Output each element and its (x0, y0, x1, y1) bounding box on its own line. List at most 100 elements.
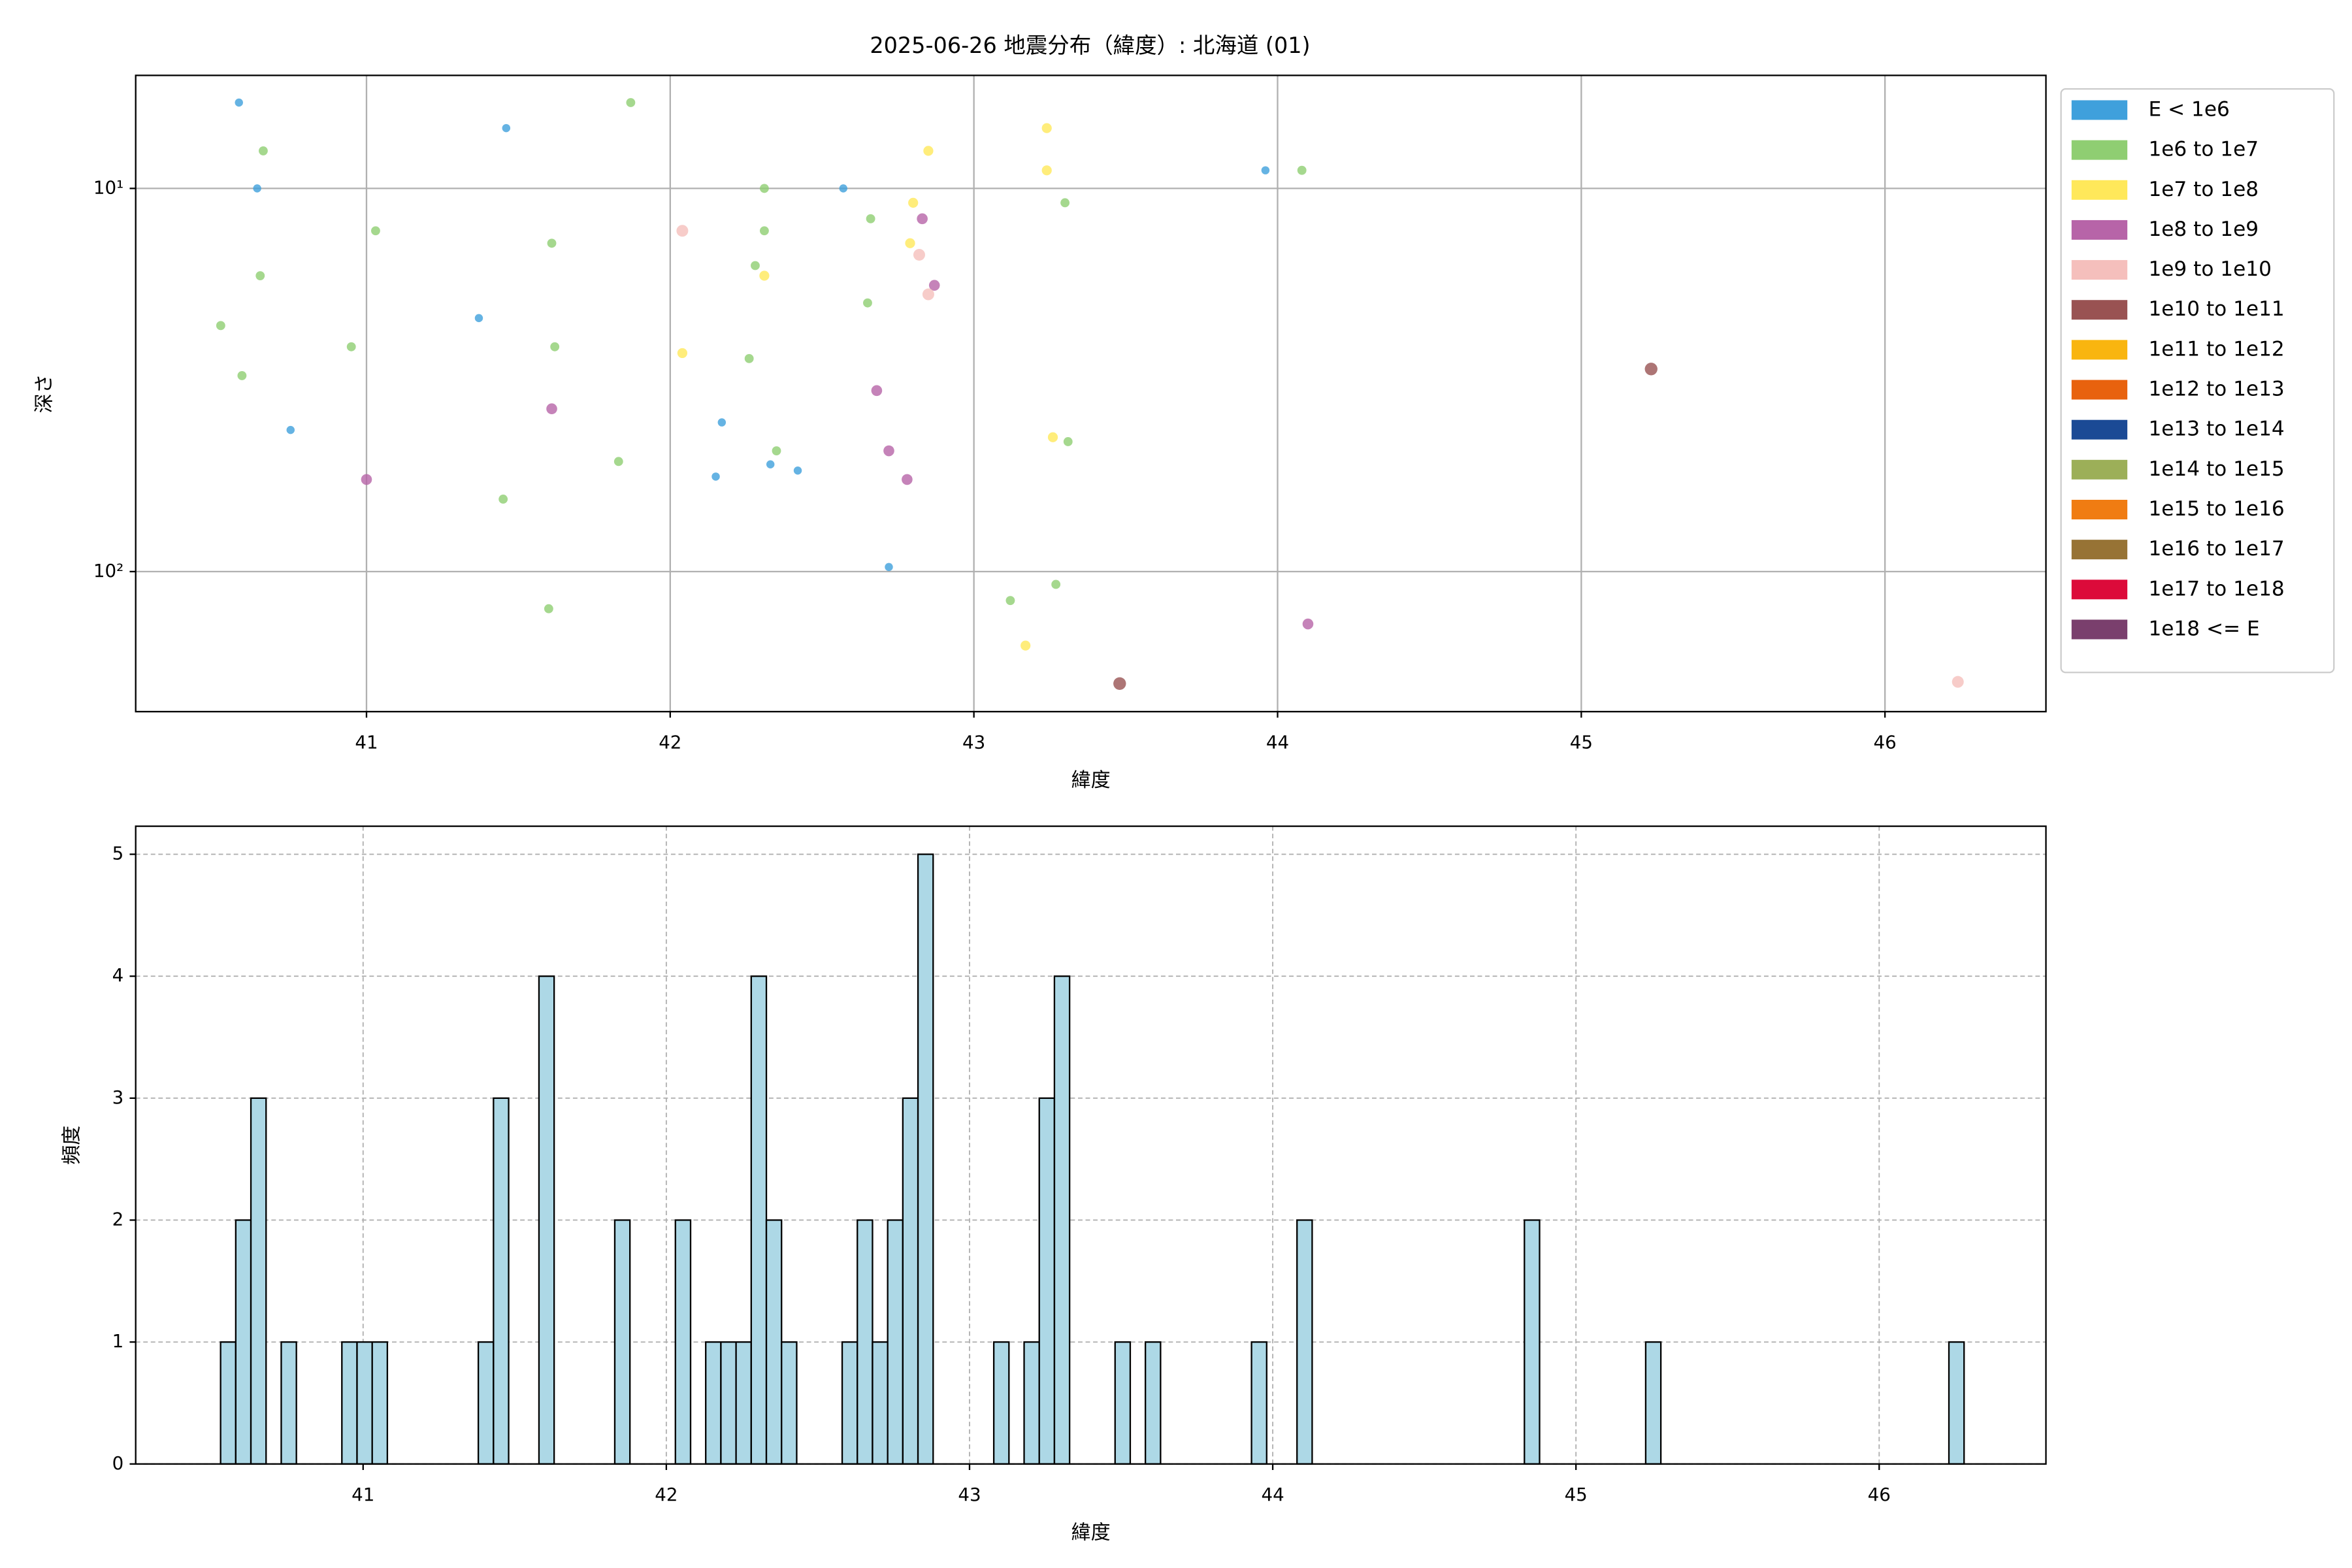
scatter-point (544, 604, 553, 613)
y-tick-label: 10² (93, 560, 123, 581)
histogram-bar (1644, 1341, 1662, 1465)
histogram-bar (1948, 1341, 1965, 1465)
scatter-point (717, 418, 727, 427)
legend-swatch (2071, 619, 2128, 640)
histogram-bar (887, 1219, 904, 1465)
histogram-bar (341, 1341, 358, 1465)
legend-swatch (2071, 500, 2128, 519)
scatter-point (1005, 596, 1015, 606)
legend-swatch (2071, 380, 2128, 400)
x-tick-label: 42 (655, 1484, 678, 1505)
legend-swatch (2071, 220, 2128, 240)
legend-label: 1e14 to 1e15 (2148, 457, 2284, 481)
histogram-bar (705, 1341, 722, 1465)
histogram-bar (371, 1341, 389, 1465)
scatter-point (550, 342, 560, 351)
x-tick-label: 46 (1868, 1484, 1891, 1505)
legend-label: 1e10 to 1e11 (2148, 297, 2284, 321)
histogram-bar (720, 1341, 737, 1465)
histogram-bar (750, 975, 768, 1465)
y-axis-label: 深さ (33, 374, 56, 413)
histogram-bar (857, 1219, 874, 1465)
scatter-point (751, 261, 760, 270)
histogram-bar (872, 1341, 889, 1465)
plot-frame (135, 825, 2047, 1465)
scatter-point (370, 226, 380, 236)
scatter-point (883, 445, 894, 457)
histogram-bar (250, 1097, 267, 1465)
x-tick-label: 45 (1565, 1484, 1588, 1505)
scatter-point (759, 226, 769, 236)
scatter-point (255, 271, 265, 280)
x-axis-label: 緯度 (1071, 769, 1111, 792)
scatter-point (871, 385, 883, 397)
scatter-point (902, 474, 913, 485)
legend-label: 1e7 to 1e8 (2148, 178, 2259, 201)
histogram-bar (902, 1097, 919, 1465)
scatter-point (547, 238, 557, 248)
legend-label: 1e11 to 1e12 (2148, 337, 2284, 361)
y-tick-label: 1 (112, 1330, 124, 1352)
histogram-bar (765, 1219, 783, 1465)
scatter-point (1021, 640, 1031, 651)
histogram-bar (1250, 1341, 1267, 1465)
x-tick-label: 45 (1570, 732, 1593, 753)
scatter-point (766, 460, 775, 468)
plot-frame (135, 74, 2047, 713)
scatter-point (613, 457, 623, 466)
y-tick-label: 3 (112, 1086, 124, 1108)
legend-label: 1e16 to 1e17 (2148, 537, 2284, 561)
histogram-bar (674, 1219, 692, 1465)
scatter-point (839, 184, 848, 193)
scatter-point (253, 184, 261, 193)
histogram-bar (917, 853, 934, 1465)
x-tick-label: 43 (962, 732, 985, 753)
y-tick-label: 10¹ (93, 176, 123, 198)
histogram-bar (1038, 1097, 1056, 1465)
legend-swatch (2071, 100, 2128, 120)
scatter-point (772, 446, 781, 455)
scatter-point (626, 98, 636, 107)
scatter-point (923, 146, 934, 156)
histogram-bar (1053, 975, 1071, 1465)
x-tick-label: 41 (351, 1484, 374, 1505)
scatter-point (259, 146, 268, 155)
x-tick-label: 44 (1266, 732, 1289, 753)
legend-label: 1e6 to 1e7 (2148, 138, 2259, 161)
scatter-point (1063, 437, 1073, 446)
scatter-point (1113, 677, 1126, 690)
legend-swatch (2071, 300, 2128, 320)
scatter-point (917, 213, 928, 225)
legend-label: 1e9 to 1e10 (2148, 257, 2271, 281)
scatter-point (1041, 123, 1052, 133)
histogram-bar (477, 1341, 495, 1465)
scatter-point (866, 214, 875, 223)
legend-swatch (2071, 580, 2128, 600)
histogram-bar (781, 1341, 798, 1465)
scatter-point (759, 184, 769, 193)
histogram-bar (1524, 1219, 1541, 1465)
scatter-point (1952, 676, 1964, 688)
x-tick-label: 43 (958, 1484, 981, 1505)
histogram-bar (1023, 1341, 1040, 1465)
scatter-point (1261, 166, 1270, 174)
scatter-point (677, 348, 688, 359)
scatter-point (676, 225, 689, 237)
legend-label: 1e18 <= E (2148, 617, 2259, 640)
histogram-bar (493, 1097, 510, 1465)
legend-label: 1e12 to 1e13 (2148, 378, 2284, 401)
y-axis-label: 頻度 (60, 1126, 83, 1165)
legend-box (2060, 88, 2335, 674)
histogram-bar (356, 1341, 373, 1465)
legend-label: 1e8 to 1e9 (2148, 218, 2259, 241)
scatter-point (885, 563, 893, 572)
scatter-point (905, 238, 915, 248)
histogram-bar (538, 975, 555, 1465)
x-tick-label: 42 (659, 732, 681, 753)
scatter-point (502, 123, 511, 133)
histogram-bar (992, 1341, 1010, 1465)
legend-label: 1e15 to 1e16 (2148, 497, 2284, 521)
scatter-point (235, 98, 243, 107)
